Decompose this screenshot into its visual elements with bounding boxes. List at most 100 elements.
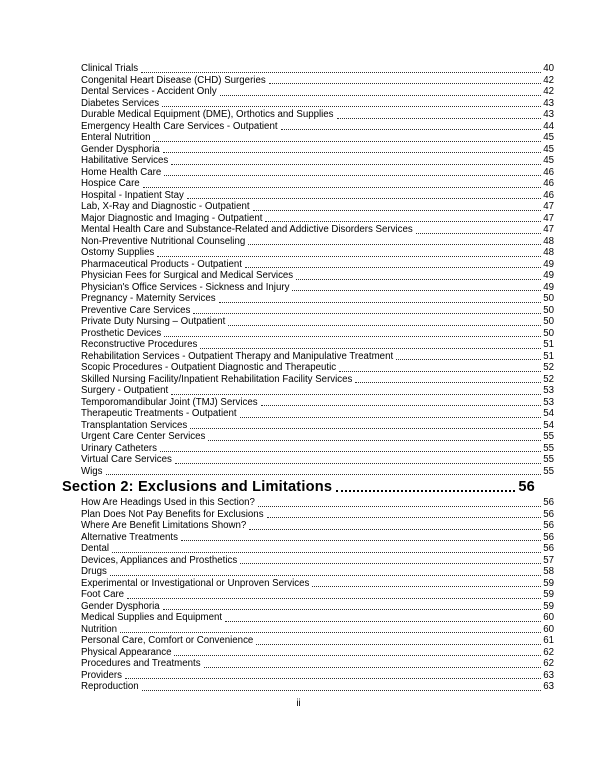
toc-entry[interactable]: Alternative Treatments 56 [62,532,554,544]
toc-entry[interactable]: Plan Does Not Pay Benefits for Exclusion… [62,509,554,521]
toc-entry[interactable]: Skilled Nursing Facility/Inpatient Rehab… [62,374,554,386]
toc-entry-page: 45 [543,155,554,166]
dot-leader [265,221,542,222]
toc-entry[interactable]: Rehabilitation Services - Outpatient The… [62,351,554,363]
toc-entry-label: Foot Care [81,589,125,600]
toc-entry[interactable]: Enteral Nutrition 45 [62,132,554,144]
toc-entry-label: Pharmaceutical Products - Outpatient [81,258,242,270]
toc-entry-page: 43 [543,109,554,120]
toc-entry-label: How Are Headings Used in this Section? [81,497,255,508]
toc-entry-label: Ostomy Supplies [81,247,155,258]
dot-leader [142,186,542,188]
toc-entry[interactable]: Hospital - Inpatient Stay 46 [62,190,554,202]
toc-entry-label: Nutrition [81,623,118,635]
toc-entry-page: 52 [543,362,554,373]
dot-leader [249,528,542,530]
toc-entry[interactable]: Where Are Benefit Limitations Shown? 56 [62,520,554,532]
toc-entry[interactable]: Dental Services - Accident Only 42 [62,86,554,98]
toc-entry[interactable]: Virtual Care Services 55 [62,454,554,466]
dot-leader [200,347,542,349]
dot-leader [164,175,542,176]
toc-entry[interactable]: Wigs 55 [62,466,554,478]
toc-entry[interactable]: Transplantation Services 54 [62,420,554,432]
toc-entry[interactable]: Reproduction 63 [62,681,554,693]
toc-entry-page: 59 [543,589,554,600]
toc-entry-page: 58 [543,566,554,577]
toc-entry[interactable]: Major Diagnostic and Imaging - Outpatien… [62,213,554,225]
dot-leader [124,678,542,679]
toc-entry-page: 42 [543,86,554,97]
dot-leader [296,278,542,280]
toc-entry-page: 51 [543,350,554,362]
dot-leader [105,474,542,475]
toc-entry[interactable]: Foot Care 59 [62,589,554,601]
toc-entry[interactable]: Personal Care, Comfort or Convenience 61 [62,635,554,647]
toc-entry[interactable]: Lab, X-Ray and Diagnostic - Outpatient 47 [62,201,554,213]
toc-entry[interactable]: Pharmaceutical Products - Outpatient 49 [62,259,554,271]
toc-entry-page: 47 [543,212,554,224]
toc-entry[interactable]: Diabetes Services 43 [62,98,554,110]
toc-entry[interactable]: Therapeutic Treatments - Outpatient 54 [62,408,554,420]
toc-entry[interactable]: Nutrition 60 [62,624,554,636]
toc-section-heading[interactable]: Section 2: Exclusions and Limitations 56 [62,478,535,496]
toc-entry[interactable]: Drugs 58 [62,566,554,578]
toc-entry[interactable]: Gender Dysphoria 45 [62,144,554,156]
toc-entry-page: 50 [543,327,554,339]
toc-entry[interactable]: Physician's Office Services - Sickness a… [62,282,554,294]
toc-entry[interactable]: Pregnancy - Maternity Services 50 [62,293,554,305]
toc-entry-label: Pregnancy - Maternity Services [81,293,216,304]
toc-entry[interactable]: Providers 63 [62,670,554,682]
toc-entry-label: Prosthetic Devices [81,327,162,339]
toc-entry[interactable]: Reconstructive Procedures 51 [62,339,554,351]
toc-entry[interactable]: Private Duty Nursing – Outpatient 50 [62,316,554,328]
toc-entry[interactable]: Non-Preventive Nutritional Counseling 48 [62,236,554,248]
toc-entry-page: 59 [543,577,554,589]
toc-entry-label: Urgent Care Center Services [81,431,206,442]
toc-entry[interactable]: Home Health Care 46 [62,167,554,179]
toc-entry[interactable]: Preventive Care Services 50 [62,305,554,317]
page-number: ii [296,697,301,709]
toc-entry-label: Emergency Health Care Services - Outpati… [81,120,278,132]
dot-leader [415,232,542,234]
toc-entry[interactable]: How Are Headings Used in this Section? 56 [62,497,554,509]
toc-entry[interactable]: Ostomy Supplies 48 [62,247,554,259]
toc-entry-page: 63 [543,681,554,692]
toc-entry-page: 44 [543,120,554,132]
page-footer: ii [62,698,535,709]
toc-entry[interactable]: Prosthetic Devices 50 [62,328,554,340]
toc-entry-label: Gender Dysphoria [81,143,160,155]
toc-entry-page: 46 [543,166,554,178]
toc-entry[interactable]: Medical Supplies and Equipment 60 [62,612,554,624]
toc-entry[interactable]: Urgent Care Center Services 55 [62,431,554,443]
toc-entry[interactable]: Procedures and Treatments 62 [62,658,554,670]
dot-leader [228,324,542,326]
toc-entry[interactable]: Congenital Heart Disease (CHD) Surgeries… [62,75,554,87]
toc-entry[interactable]: Scopic Procedures - Outpatient Diagnosti… [62,362,554,374]
toc-entry[interactable]: Mental Health Care and Substance-Related… [62,224,554,236]
toc-entry-page: 46 [543,178,554,189]
toc-entry[interactable]: Clinical Trials 40 [62,63,554,75]
dot-leader [159,451,542,452]
dot-leader [208,439,542,441]
toc-entry[interactable]: Habilitative Services 45 [62,155,554,167]
toc-entry-page: 60 [543,612,554,623]
toc-entry[interactable]: Temporomandibular Joint (TMJ) Services 53 [62,397,554,409]
toc-entry[interactable]: Emergency Health Care Services - Outpati… [62,121,554,133]
toc-entry-label: Mental Health Care and Substance-Related… [81,224,413,235]
toc-entry[interactable]: Physical Appearance 62 [62,647,554,659]
toc-entry[interactable]: Hospice Care 46 [62,178,554,190]
dot-leader [164,336,542,337]
toc-entry[interactable]: Experimental or Investigational or Unpro… [62,578,554,590]
toc-entry-label: Hospital - Inpatient Stay [81,189,184,201]
toc-entry-label: Therapeutic Treatments - Outpatient [81,408,237,419]
dot-leader [292,290,542,291]
dot-leader [260,405,542,406]
toc-entry[interactable]: Durable Medical Equipment (DME), Orthoti… [62,109,554,121]
toc-entry[interactable]: Dental 56 [62,543,554,555]
toc-entry[interactable]: Gender Dysphoria 59 [62,601,554,613]
toc-entry[interactable]: Urinary Catheters 55 [62,443,554,455]
toc-entry[interactable]: Devices, Appliances and Prosthetics 57 [62,555,554,567]
toc-entry-page: 45 [543,143,554,155]
toc-entry[interactable]: Surgery - Outpatient 53 [62,385,554,397]
toc-entry[interactable]: Physician Fees for Surgical and Medical … [62,270,554,282]
